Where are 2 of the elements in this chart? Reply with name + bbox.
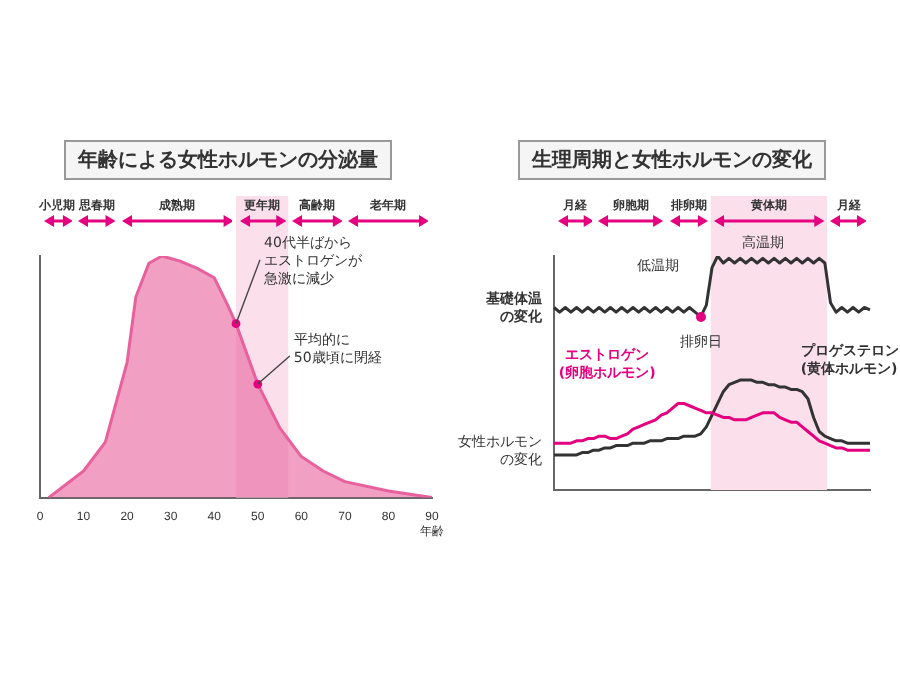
chart-title: 生理周期と女性ホルモンの変化 — [518, 140, 826, 180]
chart-title: 年齢による女性ホルモンの分泌量 — [64, 140, 392, 180]
